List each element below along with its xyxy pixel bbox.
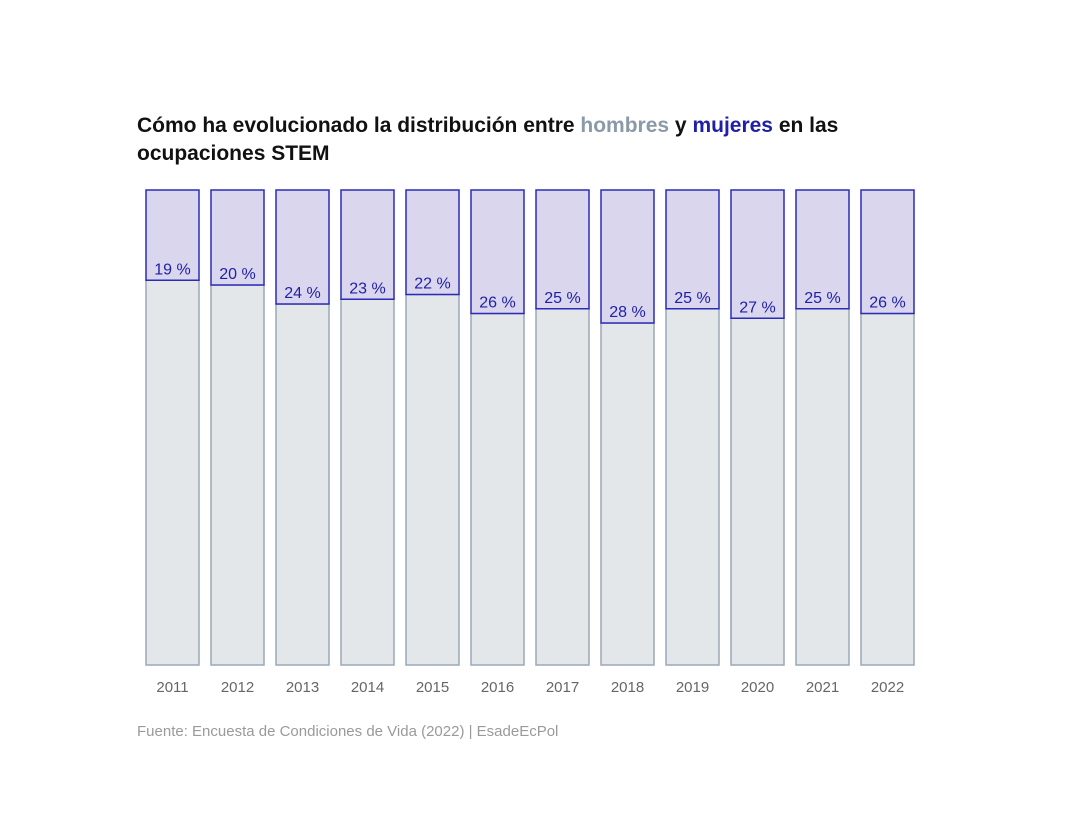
x-tick-label-2014: 2014 xyxy=(351,679,384,696)
bar-hombres-2019 xyxy=(665,308,720,666)
x-tick-label-2020: 2020 xyxy=(741,679,774,696)
x-tick-label-2022: 2022 xyxy=(871,679,904,696)
x-tick-label-2016: 2016 xyxy=(481,679,514,696)
data-label-2011: 19 % xyxy=(154,261,190,278)
bar-mujeres-2016 xyxy=(470,189,525,315)
bar-mujeres-2021 xyxy=(795,189,850,310)
bar-hombres-2012 xyxy=(210,284,265,666)
bar-mujeres-2018 xyxy=(600,189,655,324)
data-label-2017: 25 % xyxy=(544,290,580,307)
bar-mujeres-2015 xyxy=(405,189,460,296)
data-label-2018: 28 % xyxy=(609,304,645,321)
x-tick-label-2012: 2012 xyxy=(221,679,254,696)
x-tick-label-2019: 2019 xyxy=(676,679,709,696)
bar-hombres-2021 xyxy=(795,308,850,666)
bar-hombres-2020 xyxy=(730,317,785,666)
bar-hombres-2011 xyxy=(145,279,200,666)
bar-hombres-2015 xyxy=(405,293,460,666)
bar-mujeres-2017 xyxy=(535,189,590,310)
source-note: Fuente: Encuesta de Condiciones de Vida … xyxy=(137,723,559,740)
data-label-2022: 26 % xyxy=(869,295,905,312)
bar-mujeres-2014 xyxy=(340,189,395,300)
data-label-2020: 27 % xyxy=(739,299,775,316)
bar-mujeres-2020 xyxy=(730,189,785,319)
bar-mujeres-2011 xyxy=(145,189,200,281)
bar-hombres-2018 xyxy=(600,322,655,666)
data-label-2013: 24 % xyxy=(284,285,320,302)
title-text: y xyxy=(669,114,693,137)
bar-mujeres-2022 xyxy=(860,189,915,315)
bar-mujeres-2012 xyxy=(210,189,265,286)
bar-hombres-2016 xyxy=(470,312,525,666)
bar-hombres-2022 xyxy=(860,312,915,666)
data-label-2021: 25 % xyxy=(804,290,840,307)
bar-hombres-2017 xyxy=(535,308,590,666)
title-women: mujeres xyxy=(692,114,773,137)
data-label-2015: 22 % xyxy=(414,276,450,293)
bar-hombres-2013 xyxy=(275,303,330,666)
data-label-2019: 25 % xyxy=(674,290,710,307)
data-label-2016: 26 % xyxy=(479,295,515,312)
bar-mujeres-2019 xyxy=(665,189,720,310)
data-label-2012: 20 % xyxy=(219,266,255,283)
x-tick-label-2018: 2018 xyxy=(611,679,644,696)
title-text: en las ocupaciones STEM xyxy=(137,114,839,165)
x-tick-label-2021: 2021 xyxy=(806,679,839,696)
bar-mujeres-2013 xyxy=(275,189,330,305)
x-tick-label-2011: 2011 xyxy=(156,679,188,696)
title-men: hombres xyxy=(580,114,670,137)
chart-title: Cómo ha evolucionado la distribución ent… xyxy=(137,112,957,168)
title-text: Cómo ha evolucionado la distribución ent… xyxy=(137,114,581,137)
x-tick-label-2017: 2017 xyxy=(546,679,579,696)
x-tick-label-2013: 2013 xyxy=(286,679,319,696)
x-tick-label-2015: 2015 xyxy=(416,679,449,696)
data-label-2014: 23 % xyxy=(349,280,385,297)
bar-hombres-2014 xyxy=(340,298,395,666)
